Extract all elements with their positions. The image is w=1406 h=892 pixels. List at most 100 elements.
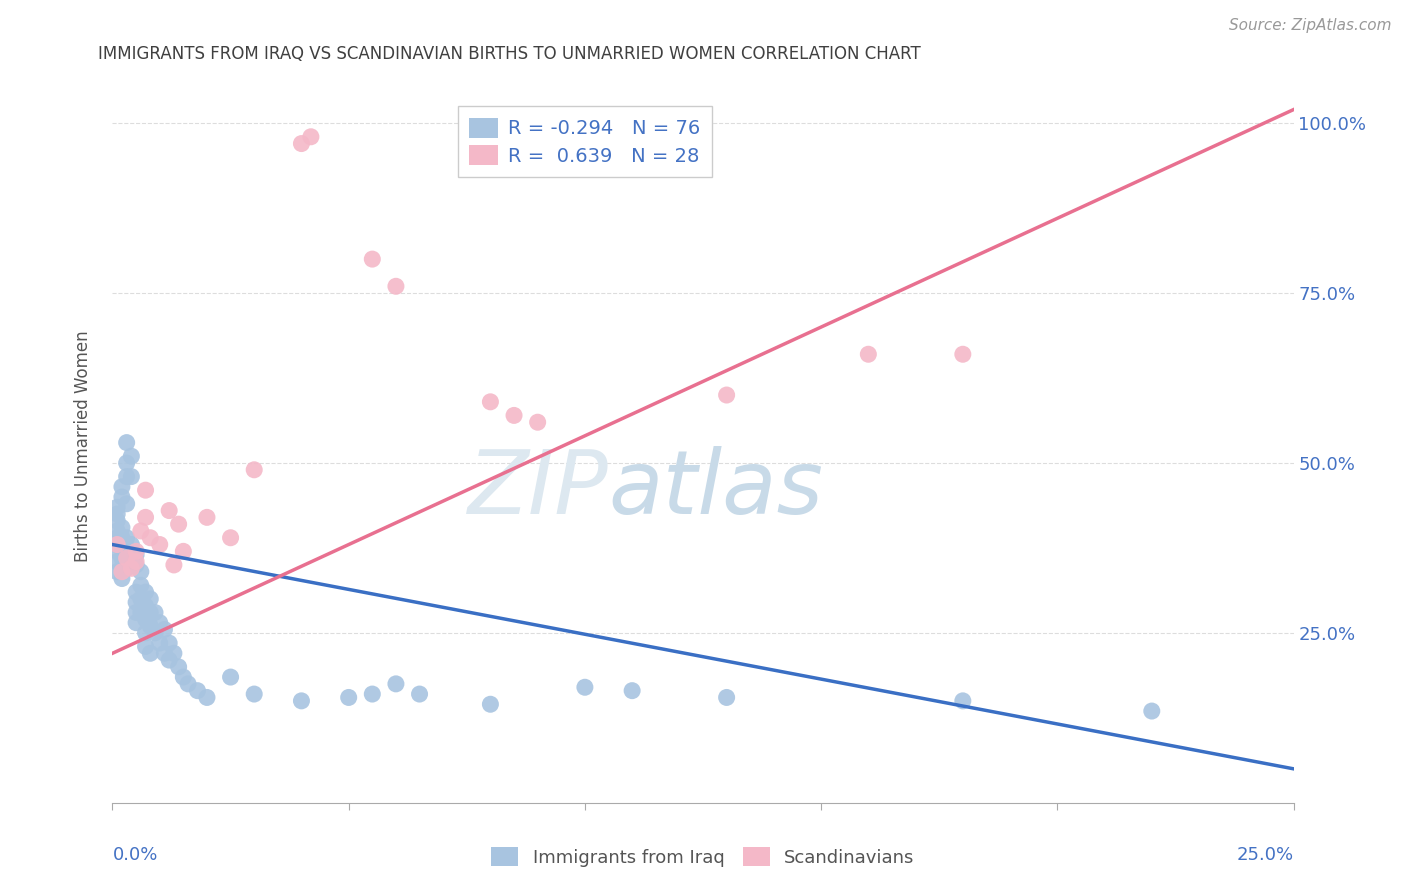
Point	[115, 497, 138, 511]
Point	[105, 537, 128, 551]
Legend: Immigrants from Iraq, Scandinavians: Immigrants from Iraq, Scandinavians	[484, 840, 922, 874]
Point	[115, 531, 138, 545]
Point	[115, 551, 138, 566]
Point	[149, 615, 172, 630]
Point	[125, 615, 148, 630]
Point	[361, 687, 384, 701]
Point	[111, 480, 134, 494]
Point	[125, 555, 148, 569]
Point	[120, 555, 142, 569]
Point	[243, 463, 266, 477]
Point	[167, 660, 190, 674]
Text: ZIP: ZIP	[468, 446, 609, 532]
Point	[143, 606, 166, 620]
Point	[135, 483, 157, 498]
Point	[105, 531, 128, 545]
Point	[111, 541, 134, 555]
Text: 25.0%: 25.0%	[1236, 846, 1294, 863]
Point	[243, 687, 266, 701]
Point	[105, 507, 128, 521]
Point	[952, 347, 974, 361]
Point	[115, 456, 138, 470]
Point	[526, 415, 548, 429]
Point	[157, 636, 180, 650]
Point	[129, 524, 152, 538]
Point	[177, 677, 200, 691]
Point	[135, 510, 157, 524]
Point	[111, 531, 134, 545]
Point	[125, 558, 148, 572]
Point	[219, 670, 242, 684]
Point	[120, 544, 142, 558]
Point	[125, 595, 148, 609]
Point	[139, 619, 162, 633]
Point	[479, 698, 502, 712]
Point	[479, 394, 502, 409]
Point	[952, 694, 974, 708]
Point	[115, 435, 138, 450]
Point	[163, 646, 186, 660]
Point	[125, 544, 148, 558]
Text: atlas: atlas	[609, 446, 824, 532]
Point	[135, 585, 157, 599]
Point	[153, 623, 176, 637]
Point	[337, 690, 360, 705]
Point	[125, 585, 148, 599]
Point	[115, 469, 138, 483]
Point	[111, 551, 134, 566]
Point	[115, 541, 138, 555]
Point	[385, 279, 408, 293]
Point	[167, 517, 190, 532]
Point	[186, 683, 208, 698]
Point	[111, 561, 134, 575]
Point	[385, 677, 408, 691]
Point	[105, 514, 128, 528]
Point	[574, 680, 596, 694]
Point	[172, 670, 194, 684]
Point	[143, 626, 166, 640]
Text: Source: ZipAtlas.com: Source: ZipAtlas.com	[1229, 18, 1392, 33]
Point	[129, 578, 152, 592]
Point	[149, 636, 172, 650]
Point	[111, 572, 134, 586]
Point	[120, 469, 142, 483]
Point	[111, 490, 134, 504]
Point	[129, 565, 152, 579]
Legend: R = -0.294   N = 76, R =  0.639   N = 28: R = -0.294 N = 76, R = 0.639 N = 28	[458, 106, 711, 178]
Point	[129, 591, 152, 606]
Point	[105, 524, 128, 538]
Point	[149, 537, 172, 551]
Point	[105, 537, 128, 551]
Point	[135, 612, 157, 626]
Point	[115, 561, 138, 575]
Point	[105, 544, 128, 558]
Text: 0.0%: 0.0%	[112, 846, 157, 863]
Point	[120, 561, 142, 575]
Point	[120, 537, 142, 551]
Point	[503, 409, 526, 423]
Point	[361, 252, 384, 266]
Point	[299, 129, 322, 144]
Point	[408, 687, 430, 701]
Point	[129, 606, 152, 620]
Point	[120, 449, 142, 463]
Point	[125, 606, 148, 620]
Point	[111, 565, 134, 579]
Point	[1140, 704, 1163, 718]
Point	[105, 555, 128, 569]
Point	[290, 136, 312, 151]
Point	[195, 690, 218, 705]
Point	[157, 503, 180, 517]
Point	[153, 646, 176, 660]
Point	[716, 388, 738, 402]
Text: IMMIGRANTS FROM IRAQ VS SCANDINAVIAN BIRTHS TO UNMARRIED WOMEN CORRELATION CHART: IMMIGRANTS FROM IRAQ VS SCANDINAVIAN BIR…	[98, 45, 921, 62]
Point	[716, 690, 738, 705]
Point	[195, 510, 218, 524]
Point	[621, 683, 644, 698]
Point	[139, 606, 162, 620]
Point	[139, 591, 162, 606]
Point	[125, 548, 148, 562]
Point	[139, 646, 162, 660]
Point	[135, 626, 157, 640]
Point	[858, 347, 880, 361]
